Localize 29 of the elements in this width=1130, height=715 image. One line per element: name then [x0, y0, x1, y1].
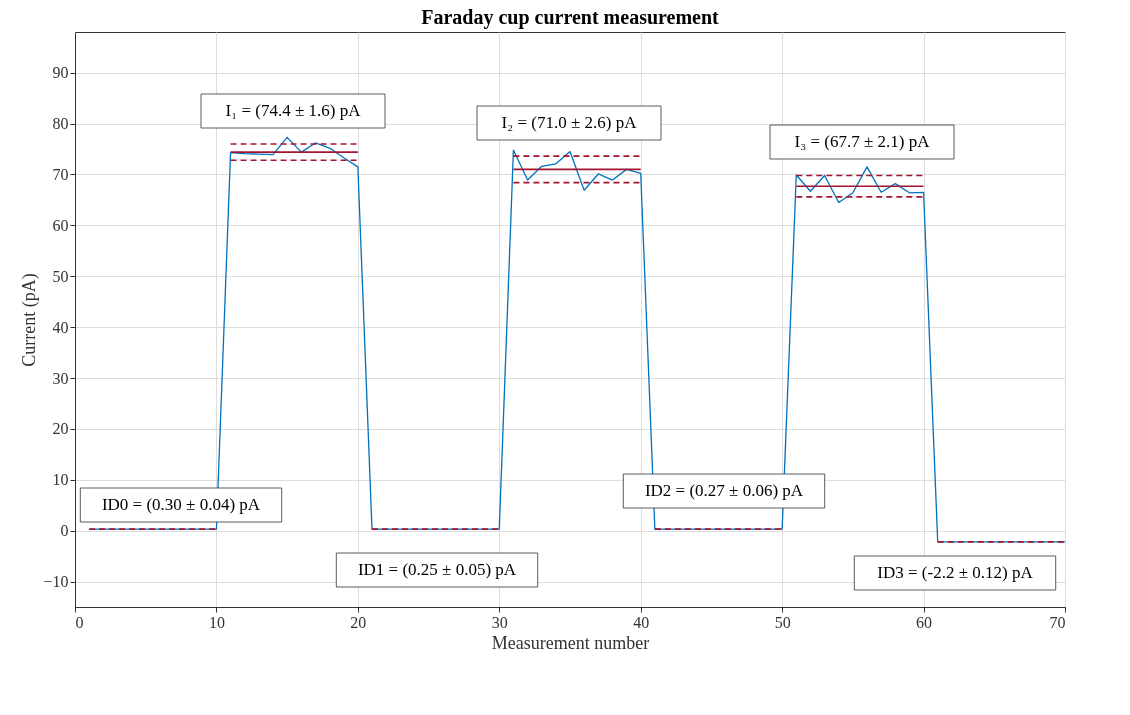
annotation: I₃ = (67.7 ± 2.1) pA [794, 132, 931, 151]
y-tick-label: 30 [52, 369, 69, 387]
y-tick-label: 70 [52, 165, 69, 183]
y-tick-label: 40 [52, 318, 69, 336]
y-tick-label: 60 [52, 216, 69, 234]
x-tick-label: 20 [350, 613, 367, 631]
annotation: I₂ = (71.0 ± 2.6) pA [501, 113, 638, 132]
x-tick-label: 60 [916, 613, 933, 631]
y-tick-label: 80 [52, 115, 69, 133]
x-tick-label: 10 [208, 613, 225, 631]
annotation: ID1 = (0.25 ± 0.05) pA [357, 560, 517, 579]
x-axis-title: Measurement number [491, 632, 650, 653]
y-tick-label: 20 [52, 420, 69, 438]
annotation: ID2 = (0.27 ± 0.06) pA [644, 481, 804, 500]
x-tick-label: 70 [1049, 613, 1066, 631]
y-tick-label: 0 [60, 522, 69, 540]
x-tick-label: 50 [774, 613, 791, 631]
x-tick-label: 0 [75, 613, 84, 631]
y-tick-label: 90 [52, 64, 69, 82]
y-tick-label: 10 [52, 471, 69, 489]
x-tick-label: 30 [491, 613, 508, 631]
annotation: ID0 = (0.30 ± 0.04) pA [101, 495, 261, 514]
y-tick-label: −10 [43, 573, 69, 591]
x-tick-label: 40 [633, 613, 650, 631]
chart-title: Faraday cup current measurement [421, 6, 720, 29]
annotation: I₁ = (74.4 ± 1.6) pA [225, 101, 362, 120]
y-axis-title: Current (pA) [19, 273, 41, 367]
y-tick-label: 50 [52, 267, 69, 285]
annotation: ID3 = (-2.2 ± 0.12) pA [877, 563, 1034, 582]
